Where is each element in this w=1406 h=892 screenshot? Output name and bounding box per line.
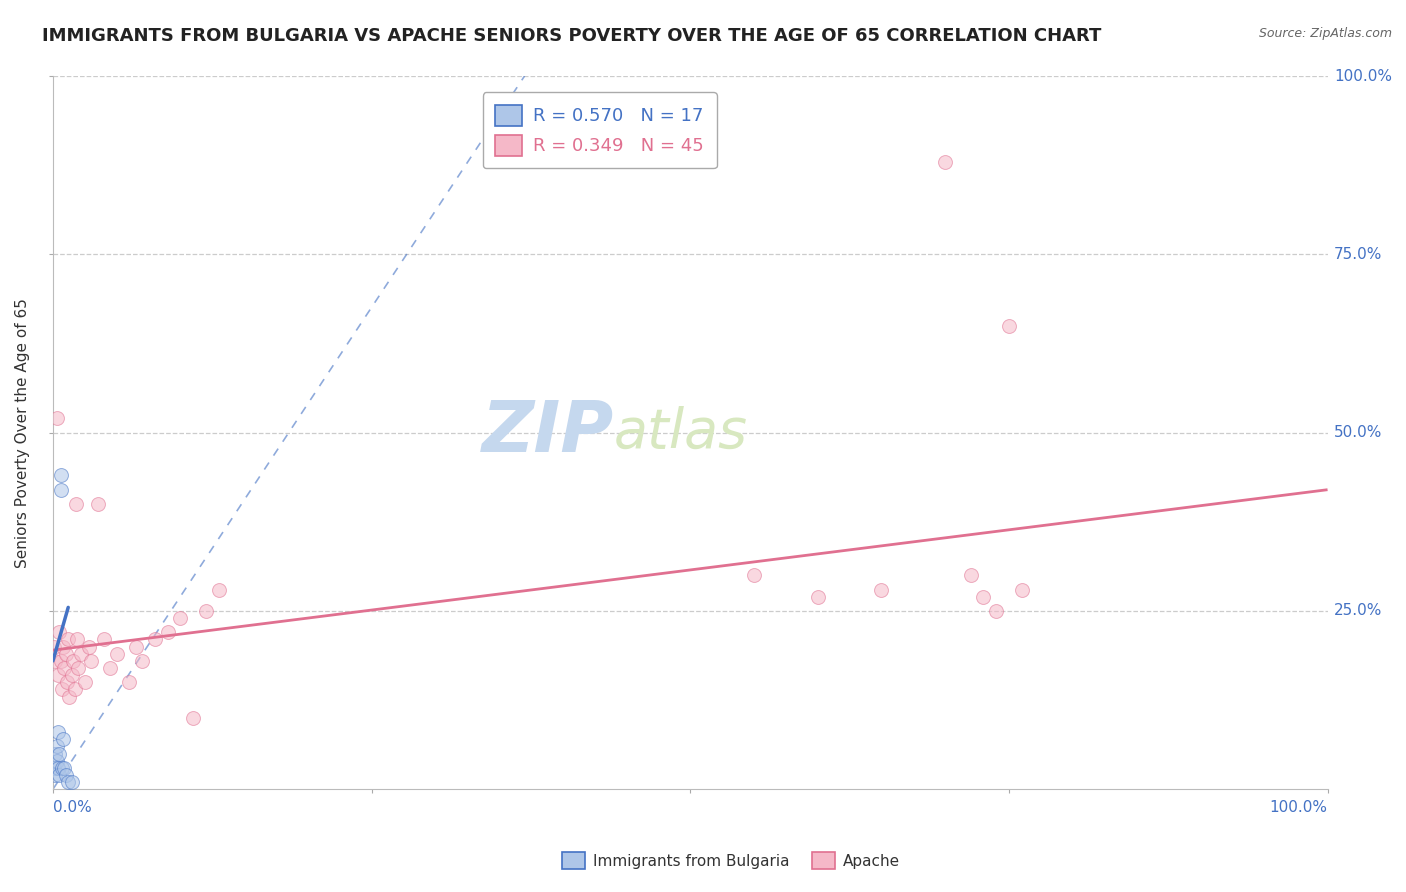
Point: [93, 632, 115, 647]
Legend: Immigrants from Bulgaria, Apache: Immigrants from Bulgaria, Apache: [557, 846, 905, 875]
Point: [55, 647, 77, 661]
Point: [118, 675, 141, 690]
Point: [44, 761, 66, 775]
Point: [44, 768, 66, 782]
Point: [870, 582, 893, 597]
Point: [181, 711, 204, 725]
Point: [169, 611, 191, 625]
Point: [1011, 582, 1033, 597]
Point: [58, 632, 80, 647]
Text: ZIP: ZIP: [481, 398, 614, 467]
Text: 100.0%: 100.0%: [1270, 800, 1327, 815]
Point: [46, 725, 69, 739]
Point: [65, 497, 87, 511]
Text: 50.0%: 50.0%: [1334, 425, 1382, 440]
Point: [46, 668, 69, 682]
Point: [52, 640, 75, 654]
Point: [959, 568, 981, 582]
Point: [49, 468, 72, 483]
Text: 25.0%: 25.0%: [1334, 604, 1382, 618]
Y-axis label: Seniors Poverty Over the Age of 65: Seniors Poverty Over the Age of 65: [15, 298, 30, 567]
Point: [49, 654, 72, 668]
Point: [194, 604, 217, 618]
Point: [55, 768, 77, 782]
Point: [66, 632, 89, 647]
Point: [45, 739, 67, 754]
Point: [742, 568, 765, 582]
Point: [48, 768, 70, 782]
Point: [70, 647, 93, 661]
Point: [45, 411, 67, 425]
Point: [934, 154, 956, 169]
Legend: R = 0.570   N = 17, R = 0.349   N = 45: R = 0.570 N = 17, R = 0.349 N = 45: [482, 92, 717, 169]
Point: [60, 668, 83, 682]
Text: 75.0%: 75.0%: [1334, 247, 1382, 262]
Point: [48, 747, 70, 761]
Point: [51, 761, 73, 775]
Point: [77, 640, 100, 654]
Point: [98, 661, 121, 675]
Point: [58, 775, 80, 789]
Point: [63, 682, 86, 697]
Point: [52, 732, 75, 747]
Point: [80, 654, 103, 668]
Point: [156, 625, 179, 640]
Point: [998, 318, 1021, 333]
Point: [53, 661, 76, 675]
Point: [143, 632, 166, 647]
Point: [44, 747, 66, 761]
Text: atlas: atlas: [614, 406, 748, 459]
Point: [86, 497, 108, 511]
Point: [972, 590, 994, 604]
Point: [105, 647, 128, 661]
Point: [984, 604, 1007, 618]
Point: [48, 625, 70, 640]
Point: [45, 754, 67, 768]
Point: [44, 654, 66, 668]
Text: Source: ZipAtlas.com: Source: ZipAtlas.com: [1258, 27, 1392, 40]
Point: [51, 682, 73, 697]
Point: [46, 761, 69, 775]
Point: [73, 675, 96, 690]
Point: [67, 661, 90, 675]
Point: [53, 761, 76, 775]
Text: 0.0%: 0.0%: [53, 800, 91, 815]
Point: [62, 654, 84, 668]
Text: 100.0%: 100.0%: [1334, 69, 1392, 84]
Point: [807, 590, 830, 604]
Point: [56, 675, 79, 690]
Point: [60, 775, 83, 789]
Point: [49, 483, 72, 497]
Point: [207, 582, 229, 597]
Text: IMMIGRANTS FROM BULGARIA VS APACHE SENIORS POVERTY OVER THE AGE OF 65 CORRELATIO: IMMIGRANTS FROM BULGARIA VS APACHE SENIO…: [42, 27, 1101, 45]
Point: [125, 640, 148, 654]
Point: [131, 654, 153, 668]
Point: [44, 640, 66, 654]
Point: [58, 690, 80, 704]
